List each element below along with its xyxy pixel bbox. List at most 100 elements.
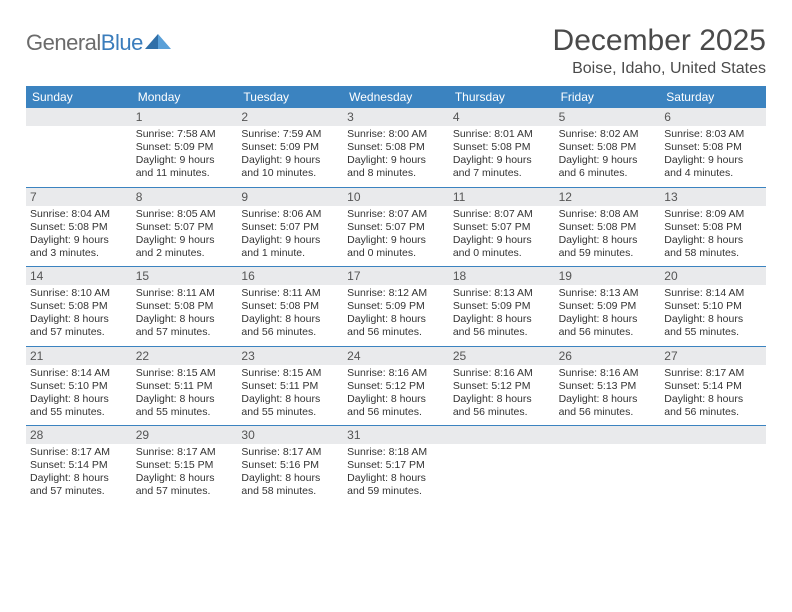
day-sunrise: Sunrise: 8:16 AM [453, 367, 551, 380]
day-number: 12 [555, 188, 661, 206]
logo-text: GeneralBlue [26, 30, 143, 56]
day-sunrise: Sunrise: 8:12 AM [347, 287, 445, 300]
day-number: 28 [26, 426, 132, 444]
day-sunset: Sunset: 5:12 PM [453, 380, 551, 393]
weekday-label: Wednesday [343, 86, 449, 108]
day-sunset: Sunset: 5:08 PM [136, 300, 234, 313]
day-sunset: Sunset: 5:16 PM [241, 459, 339, 472]
day-number: 6 [660, 108, 766, 126]
day-daylight: Daylight: 8 hours and 56 minutes. [453, 393, 551, 419]
day-number: 26 [555, 347, 661, 365]
day-info: Sunrise: 8:07 AMSunset: 5:07 PMDaylight:… [453, 208, 551, 261]
day-number: 20 [660, 267, 766, 285]
day-info: Sunrise: 8:04 AMSunset: 5:08 PMDaylight:… [30, 208, 128, 261]
day-info: Sunrise: 8:14 AMSunset: 5:10 PMDaylight:… [30, 367, 128, 420]
day-daylight: Daylight: 9 hours and 3 minutes. [30, 234, 128, 260]
weekday-label: Thursday [449, 86, 555, 108]
day-sunrise: Sunrise: 8:18 AM [347, 446, 445, 459]
day-daylight: Daylight: 9 hours and 0 minutes. [347, 234, 445, 260]
day-cell: 2Sunrise: 7:59 AMSunset: 5:09 PMDaylight… [237, 108, 343, 187]
week-row: 7Sunrise: 8:04 AMSunset: 5:08 PMDaylight… [26, 188, 766, 268]
day-sunrise: Sunrise: 7:58 AM [136, 128, 234, 141]
day-info: Sunrise: 8:01 AMSunset: 5:08 PMDaylight:… [453, 128, 551, 181]
day-cell: 31Sunrise: 8:18 AMSunset: 5:17 PMDayligh… [343, 426, 449, 505]
day-sunset: Sunset: 5:09 PM [559, 300, 657, 313]
day-number: 23 [237, 347, 343, 365]
weekday-label: Monday [132, 86, 238, 108]
day-daylight: Daylight: 8 hours and 57 minutes. [136, 472, 234, 498]
day-sunset: Sunset: 5:15 PM [136, 459, 234, 472]
day-daylight: Daylight: 8 hours and 58 minutes. [664, 234, 762, 260]
day-daylight: Daylight: 8 hours and 58 minutes. [241, 472, 339, 498]
day-sunrise: Sunrise: 8:17 AM [241, 446, 339, 459]
day-sunset: Sunset: 5:08 PM [347, 141, 445, 154]
week-row: 14Sunrise: 8:10 AMSunset: 5:08 PMDayligh… [26, 267, 766, 347]
day-daylight: Daylight: 8 hours and 56 minutes. [347, 393, 445, 419]
day-daylight: Daylight: 9 hours and 8 minutes. [347, 154, 445, 180]
day-cell: 16Sunrise: 8:11 AMSunset: 5:08 PMDayligh… [237, 267, 343, 346]
day-number: 14 [26, 267, 132, 285]
day-info: Sunrise: 8:16 AMSunset: 5:13 PMDaylight:… [559, 367, 657, 420]
day-daylight: Daylight: 8 hours and 55 minutes. [241, 393, 339, 419]
day-cell: 22Sunrise: 8:15 AMSunset: 5:11 PMDayligh… [132, 347, 238, 426]
day-info: Sunrise: 8:16 AMSunset: 5:12 PMDaylight:… [347, 367, 445, 420]
calendar: SundayMondayTuesdayWednesdayThursdayFrid… [26, 86, 766, 505]
day-sunrise: Sunrise: 8:14 AM [30, 367, 128, 380]
day-sunrise: Sunrise: 8:15 AM [241, 367, 339, 380]
day-sunrise: Sunrise: 8:14 AM [664, 287, 762, 300]
title-block: December 2025 Boise, Idaho, United State… [553, 24, 766, 78]
day-sunset: Sunset: 5:08 PM [664, 221, 762, 234]
day-cell: 9Sunrise: 8:06 AMSunset: 5:07 PMDaylight… [237, 188, 343, 267]
day-sunrise: Sunrise: 8:15 AM [136, 367, 234, 380]
day-cell: 25Sunrise: 8:16 AMSunset: 5:12 PMDayligh… [449, 347, 555, 426]
day-number: 15 [132, 267, 238, 285]
day-info: Sunrise: 8:15 AMSunset: 5:11 PMDaylight:… [136, 367, 234, 420]
day-info: Sunrise: 8:18 AMSunset: 5:17 PMDaylight:… [347, 446, 445, 499]
weekday-label: Sunday [26, 86, 132, 108]
day-number: 17 [343, 267, 449, 285]
calendar-page: GeneralBlue December 2025 Boise, Idaho, … [0, 0, 792, 517]
logo-text-2: Blue [101, 30, 143, 55]
day-info: Sunrise: 8:17 AMSunset: 5:14 PMDaylight:… [664, 367, 762, 420]
day-sunrise: Sunrise: 8:02 AM [559, 128, 657, 141]
day-daylight: Daylight: 8 hours and 56 minutes. [241, 313, 339, 339]
day-cell: 11Sunrise: 8:07 AMSunset: 5:07 PMDayligh… [449, 188, 555, 267]
day-sunrise: Sunrise: 8:04 AM [30, 208, 128, 221]
day-sunset: Sunset: 5:07 PM [241, 221, 339, 234]
day-cell: 30Sunrise: 8:17 AMSunset: 5:16 PMDayligh… [237, 426, 343, 505]
day-daylight: Daylight: 8 hours and 56 minutes. [347, 313, 445, 339]
day-sunset: Sunset: 5:09 PM [241, 141, 339, 154]
day-sunrise: Sunrise: 8:01 AM [453, 128, 551, 141]
day-cell: 12Sunrise: 8:08 AMSunset: 5:08 PMDayligh… [555, 188, 661, 267]
day-info: Sunrise: 8:11 AMSunset: 5:08 PMDaylight:… [136, 287, 234, 340]
day-cell [26, 108, 132, 187]
day-number: 4 [449, 108, 555, 126]
day-info: Sunrise: 8:07 AMSunset: 5:07 PMDaylight:… [347, 208, 445, 261]
day-sunset: Sunset: 5:09 PM [453, 300, 551, 313]
day-daylight: Daylight: 9 hours and 2 minutes. [136, 234, 234, 260]
day-sunset: Sunset: 5:10 PM [664, 300, 762, 313]
day-daylight: Daylight: 8 hours and 55 minutes. [136, 393, 234, 419]
day-sunset: Sunset: 5:11 PM [136, 380, 234, 393]
day-sunrise: Sunrise: 8:11 AM [241, 287, 339, 300]
day-sunrise: Sunrise: 8:09 AM [664, 208, 762, 221]
day-cell: 6Sunrise: 8:03 AMSunset: 5:08 PMDaylight… [660, 108, 766, 187]
day-daylight: Daylight: 8 hours and 56 minutes. [453, 313, 551, 339]
day-number: 18 [449, 267, 555, 285]
day-daylight: Daylight: 8 hours and 57 minutes. [136, 313, 234, 339]
day-info: Sunrise: 8:02 AMSunset: 5:08 PMDaylight:… [559, 128, 657, 181]
day-sunrise: Sunrise: 8:13 AM [453, 287, 551, 300]
day-cell: 24Sunrise: 8:16 AMSunset: 5:12 PMDayligh… [343, 347, 449, 426]
day-sunrise: Sunrise: 8:03 AM [664, 128, 762, 141]
day-cell [555, 426, 661, 505]
day-info: Sunrise: 8:17 AMSunset: 5:14 PMDaylight:… [30, 446, 128, 499]
day-number: 3 [343, 108, 449, 126]
day-daylight: Daylight: 9 hours and 11 minutes. [136, 154, 234, 180]
day-daylight: Daylight: 9 hours and 10 minutes. [241, 154, 339, 180]
day-cell: 10Sunrise: 8:07 AMSunset: 5:07 PMDayligh… [343, 188, 449, 267]
day-sunrise: Sunrise: 8:17 AM [30, 446, 128, 459]
day-info: Sunrise: 8:05 AMSunset: 5:07 PMDaylight:… [136, 208, 234, 261]
day-number: 1 [132, 108, 238, 126]
day-cell: 23Sunrise: 8:15 AMSunset: 5:11 PMDayligh… [237, 347, 343, 426]
day-sunset: Sunset: 5:08 PM [30, 221, 128, 234]
